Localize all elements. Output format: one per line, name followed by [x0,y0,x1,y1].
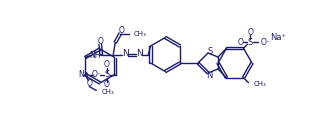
Text: O: O [104,60,110,69]
Text: S: S [248,38,253,47]
Text: O⁻: O⁻ [261,38,270,47]
Text: S: S [104,70,109,79]
Text: O: O [238,38,243,47]
Text: Na⁺: Na⁺ [271,33,287,42]
Text: S: S [208,46,212,55]
Text: NH: NH [90,51,101,60]
Text: O: O [104,80,110,89]
Text: O: O [86,79,92,88]
Text: N: N [206,71,212,81]
Text: Na: Na [78,70,89,79]
Text: CH₃: CH₃ [101,88,114,94]
Text: O: O [118,26,124,35]
Text: CH₃: CH₃ [254,81,266,87]
Text: CH₃: CH₃ [133,30,146,37]
Text: O: O [248,28,253,37]
Text: O⁻: O⁻ [92,70,102,79]
Text: N: N [122,49,129,58]
Text: O: O [97,37,103,46]
Text: N: N [136,49,143,58]
